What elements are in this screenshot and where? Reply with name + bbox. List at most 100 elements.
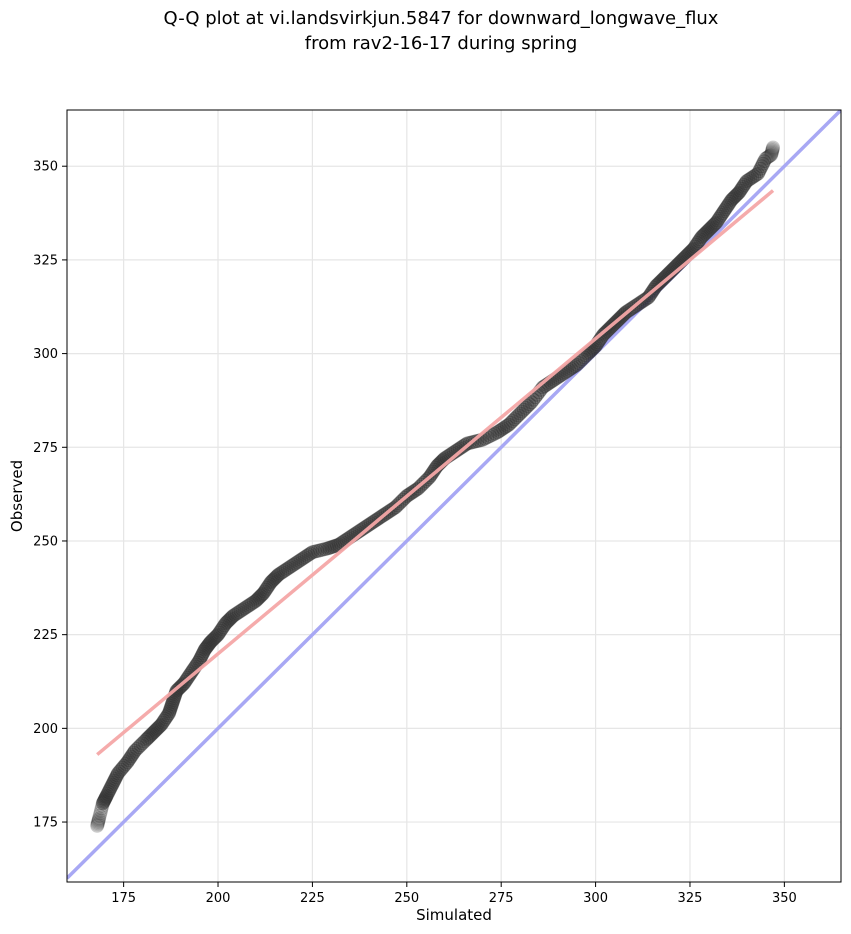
quantile-point: [654, 274, 669, 289]
quantile-point: [144, 727, 159, 742]
quantile-point: [213, 623, 228, 638]
quantile-point: [708, 216, 723, 231]
quantile-point: [501, 417, 516, 432]
quantile-point: [362, 517, 377, 532]
quantile-point: [301, 547, 316, 562]
quantile-point: [194, 648, 209, 663]
quantile-point: [121, 753, 136, 768]
quantile-point: [288, 556, 303, 571]
quantile-point: [150, 721, 165, 736]
quantile-point: [125, 747, 140, 762]
quantile-point: [275, 565, 290, 580]
quantile-point: [273, 566, 288, 581]
quantile-point: [579, 348, 594, 363]
quantile-point: [165, 695, 180, 710]
quantile-point: [730, 186, 745, 201]
quantile-point: [700, 224, 715, 239]
quantile-point: [723, 194, 738, 209]
quantile-point: [255, 587, 270, 602]
quantile-point: [569, 357, 584, 372]
x-tick-label-300: 300: [583, 891, 608, 906]
x-tick-label-350: 350: [772, 891, 797, 906]
quantile-point: [223, 611, 238, 626]
quantile-point: [201, 637, 216, 652]
quantile-point: [760, 150, 775, 165]
quantile-point: [271, 567, 286, 582]
y-axis-label: Observed: [8, 460, 26, 532]
quantile-point: [164, 698, 179, 713]
quantile-point: [99, 790, 114, 805]
quantile-point: [505, 414, 520, 429]
quantile-point: [245, 596, 260, 611]
quantile-point: [290, 555, 305, 570]
x-tick-label-225: 225: [300, 891, 325, 906]
quantile-point: [239, 600, 254, 615]
identity-line: [67, 110, 841, 880]
quantile-point: [294, 552, 309, 567]
quantile-point: [711, 211, 726, 226]
quantile-point: [163, 700, 178, 715]
quantile-point: [197, 642, 212, 657]
quantile-point: [522, 397, 537, 412]
quantile-point: [194, 650, 209, 665]
quantile-point: [203, 635, 218, 650]
quantile-point: [235, 602, 250, 617]
quantile-point: [216, 620, 231, 635]
x-tick-label-200: 200: [206, 891, 231, 906]
quantile-point: [110, 768, 125, 783]
quantile-point: [689, 237, 704, 252]
quantile-point: [732, 185, 747, 200]
quantile-point: [198, 641, 213, 656]
quantile-point: [166, 693, 181, 708]
quantile-point: [241, 598, 256, 613]
quantile-point: [757, 154, 772, 169]
quantile-point: [202, 636, 217, 651]
quantile-point: [750, 166, 765, 181]
quantile-point: [509, 410, 524, 425]
quantile-point: [131, 740, 146, 755]
quantile-point: [518, 400, 533, 415]
quantile-point: [195, 646, 210, 661]
quantile-point: [565, 360, 580, 375]
quantile-point: [326, 539, 341, 554]
quantile-point: [109, 770, 124, 785]
quantile-point: [250, 592, 265, 607]
quantile-point: [494, 422, 509, 437]
quantile-point: [160, 708, 175, 723]
quantile-point: [733, 183, 748, 198]
quantile-point: [214, 622, 229, 637]
grid: [67, 110, 841, 882]
quantile-point: [226, 608, 241, 623]
quantile-point: [268, 570, 283, 585]
quantile-point: [148, 723, 163, 738]
quantile-point: [701, 222, 716, 237]
quantile-point: [456, 439, 471, 454]
quantile-point: [320, 541, 335, 556]
quantile-point: [719, 200, 734, 215]
quantile-point: [112, 764, 127, 779]
quantile-point: [100, 786, 115, 801]
quantile-point: [196, 644, 211, 659]
quantile-point: [140, 731, 155, 746]
x-tick-label-275: 275: [489, 891, 514, 906]
quantile-point: [92, 808, 107, 823]
quantile-point: [765, 144, 780, 159]
quantile-point: [165, 696, 180, 711]
quantile-point: [256, 586, 271, 601]
quantile-point: [690, 236, 705, 251]
quantile-point: [90, 816, 105, 831]
quantile-point: [228, 607, 243, 622]
quantile-point: [688, 239, 703, 254]
quantile-point: [305, 545, 320, 560]
quantile-point: [229, 606, 244, 621]
quantile-point: [713, 209, 728, 224]
quantile-point: [211, 627, 226, 642]
quantile-point: [120, 755, 135, 770]
quantile-point: [693, 232, 708, 247]
quantile-point: [282, 560, 297, 575]
quantile-point: [286, 557, 301, 572]
quantile-point: [163, 702, 178, 717]
quantile-point: [118, 756, 133, 771]
quantile-point: [91, 813, 106, 828]
quantile-point: [761, 149, 776, 164]
